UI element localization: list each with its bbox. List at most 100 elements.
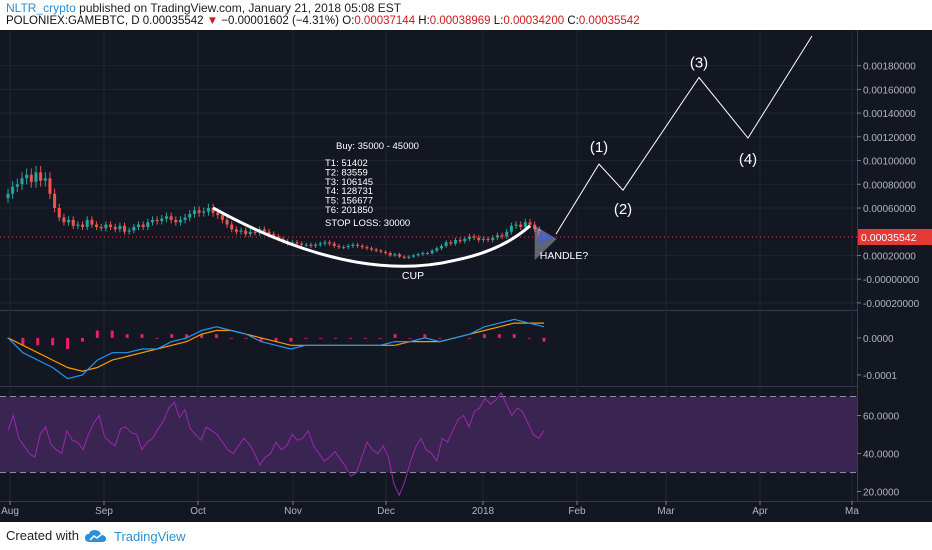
macd-histogram-bar xyxy=(21,337,25,346)
macd-histogram-bar xyxy=(95,330,99,338)
chart-area[interactable]: 0.00180000 0.00160000 0.00140000 0.00120000… xyxy=(0,30,932,522)
candle-body xyxy=(62,217,66,223)
candle-body xyxy=(95,224,99,227)
chart-svg[interactable]: 0.00180000 0.00160000 0.00140000 0.00120000… xyxy=(0,30,932,522)
candle-body xyxy=(425,253,429,255)
candle-body xyxy=(272,234,276,237)
macd-histogram-bar xyxy=(155,337,159,339)
candle-body xyxy=(197,210,201,213)
time-tick-label: Nov xyxy=(284,506,302,517)
candle-body xyxy=(230,224,234,230)
macd-histogram-bar xyxy=(229,337,233,339)
price-tick-label: -0.00020000 xyxy=(863,299,920,310)
close-label: C: xyxy=(567,15,579,27)
candle-body xyxy=(453,240,457,244)
candle-body xyxy=(402,256,406,258)
macd-signal-line xyxy=(7,322,544,372)
high-label: H: xyxy=(418,15,430,27)
candle-body xyxy=(155,219,159,222)
low-label: L: xyxy=(493,15,504,27)
price-tick-label: 0.00180000 xyxy=(863,62,916,73)
macd-histogram-bar xyxy=(125,334,129,338)
candle-body xyxy=(314,244,318,246)
tradingview-logo[interactable]: TradingView xyxy=(84,526,186,546)
price-tick-label: 0.00120000 xyxy=(863,133,916,144)
buy-range-label: Buy: 35000 - 45000 xyxy=(336,141,419,152)
candle-body xyxy=(309,244,313,246)
target-label: T3: 106145 xyxy=(325,177,373,188)
macd-histogram-bar xyxy=(542,337,546,342)
candle-body xyxy=(160,218,164,222)
candle-body xyxy=(43,178,47,181)
candle-body xyxy=(533,224,537,230)
rsi-tick-label: 40.0000 xyxy=(863,450,900,461)
author-link[interactable]: NLTR_crypto xyxy=(6,1,76,15)
open-label: O: xyxy=(342,15,355,27)
candle-body xyxy=(85,219,89,227)
candle-body xyxy=(519,224,523,227)
candle-body xyxy=(356,244,360,246)
wave-label: (2) xyxy=(614,201,632,218)
macd-histogram-bar xyxy=(200,334,204,338)
candle-body xyxy=(430,250,434,254)
macd-histogram-bar xyxy=(319,337,323,339)
candle-body xyxy=(472,236,476,238)
candle-body xyxy=(304,244,308,246)
macd-histogram-bar xyxy=(334,337,338,339)
candle-body xyxy=(109,224,113,227)
candle-body xyxy=(342,247,346,249)
tradingview-name: TradingView xyxy=(114,528,186,544)
target-label: T5: 156677 xyxy=(325,196,373,207)
candle-body xyxy=(225,219,229,225)
candle-body xyxy=(500,235,504,237)
candle-body xyxy=(174,219,178,223)
wave-label: (3) xyxy=(690,55,708,72)
candle-body xyxy=(416,254,420,256)
macd-line xyxy=(7,318,545,380)
candle-body xyxy=(183,217,187,220)
macd-histogram-bar xyxy=(527,337,531,339)
published-text: published on TradingView.com, January 21… xyxy=(79,1,402,15)
candle-body xyxy=(444,242,448,246)
candle-body xyxy=(439,245,443,249)
time-tick-label: Sep xyxy=(95,506,113,517)
candle-body xyxy=(365,247,369,249)
candle-body xyxy=(99,226,103,229)
candle-body xyxy=(11,186,15,194)
candle-body xyxy=(15,184,19,187)
candle-body xyxy=(211,207,215,213)
macd-histogram-bar xyxy=(36,337,40,346)
candle-body xyxy=(202,211,206,213)
macd-histogram-bar xyxy=(393,334,397,338)
down-arrow-icon: ▼ xyxy=(206,15,219,27)
candle-body xyxy=(397,254,402,257)
candle-body xyxy=(523,222,527,227)
candle-body xyxy=(393,254,397,256)
macd-histogram-bar xyxy=(80,337,84,342)
candle-body xyxy=(407,256,411,258)
candle-body xyxy=(146,222,150,227)
macd-histogram-bar xyxy=(348,337,352,339)
last-price-tag xyxy=(858,229,932,246)
price-tick-label: 0.00020000 xyxy=(863,251,916,262)
cup-curve xyxy=(212,206,532,268)
last-price-tag-label: 0.00035542 xyxy=(861,232,917,244)
candle-body xyxy=(113,226,117,230)
macd-histogram-bar xyxy=(214,334,218,338)
time-tick-label: Dec xyxy=(377,506,395,517)
macd-histogram-bar xyxy=(423,334,427,338)
candle-body xyxy=(370,248,374,250)
candle-body xyxy=(118,225,122,230)
price-tick-label: 0.00060000 xyxy=(863,204,916,215)
price-tick-label: 0.00100000 xyxy=(863,157,916,168)
candle-body xyxy=(318,243,322,245)
candle-body xyxy=(514,224,518,226)
candle-body xyxy=(328,242,332,244)
candle-body xyxy=(262,229,266,232)
candle-body xyxy=(477,237,481,241)
candle-body xyxy=(48,178,52,194)
target-label: T6: 201850 xyxy=(325,205,373,216)
candle-body xyxy=(346,245,350,248)
candle-body xyxy=(337,245,341,248)
created-with-text: Created with xyxy=(6,528,79,543)
